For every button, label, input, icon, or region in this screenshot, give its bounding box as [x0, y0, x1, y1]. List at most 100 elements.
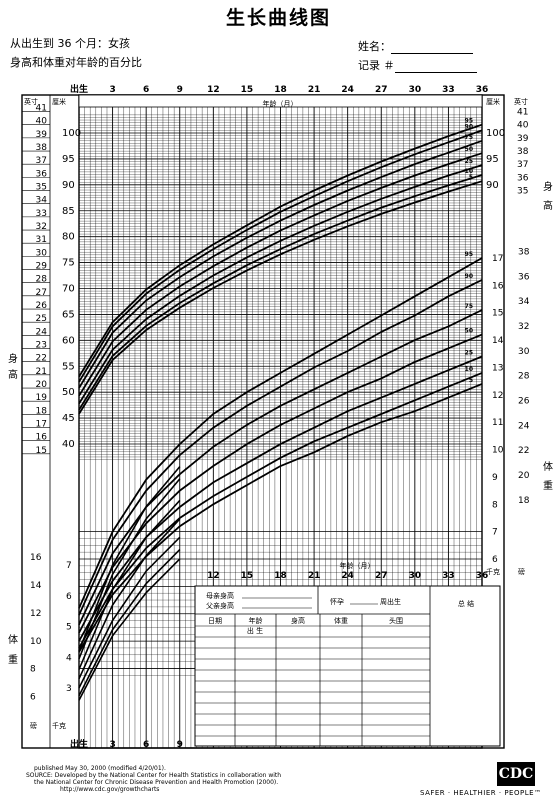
table-column-header: 身高 [291, 616, 305, 625]
gestation-label: 怀孕 [330, 597, 344, 606]
inch-tick-label: 25 [36, 314, 47, 324]
weight-low-curve-p75 [78, 499, 181, 670]
length-side-label: 高 [8, 368, 18, 381]
length-curve-p50 [78, 152, 483, 397]
age-tick-bottom: 18 [274, 571, 287, 581]
weight-low-curve-p95 [78, 466, 181, 652]
lb-tick-label-right: 22 [518, 446, 529, 456]
inch-tick-label: 22 [36, 354, 47, 364]
table-column-header: 日期 [208, 617, 222, 625]
age-header-band [78, 94, 483, 108]
age-tick-top: 6 [143, 85, 149, 95]
kg-tick-label-right: 12 [492, 391, 503, 401]
kg-tick-label: 4 [66, 653, 72, 663]
age-axis-title-bottom: 年龄（月） [340, 561, 375, 570]
cm-unit-label-right: 厘米 [486, 97, 500, 106]
inch-tick-label-right: 40 [517, 121, 529, 131]
cm-unit-label: 厘米 [52, 97, 66, 106]
lb-tick-label: 10 [30, 637, 42, 647]
inch-tick-label: 27 [36, 288, 47, 298]
inch-unit-label-right: 英寸 [514, 97, 528, 106]
table-column-header: 体重 [334, 616, 348, 625]
inch-tick-label: 34 [36, 196, 48, 206]
weight-low-curve-p5 [78, 558, 181, 701]
length-side-label: 身 [8, 352, 18, 365]
length-percentile-label: 90 [465, 123, 473, 130]
table-column-header: 年龄 [249, 616, 263, 625]
lb-unit-label-right: 磅 [518, 567, 525, 576]
lb-tick-label: 12 [30, 609, 41, 619]
age-tick-bottom: 3 [109, 740, 115, 750]
age-tick-bottom: 12 [207, 571, 220, 581]
cm-tick-label: 65 [62, 309, 75, 320]
inch-tick-label: 24 [36, 327, 48, 337]
name-field[interactable] [391, 43, 473, 54]
weight-low-curve-p25 [78, 536, 181, 689]
age-tick-bottom: 24 [341, 571, 354, 581]
lb-tick-label-right: 38 [518, 248, 530, 258]
inch-tick-label: 16 [36, 433, 48, 443]
chart-subtitle: 从出生到 36 个月：女孩 [10, 37, 130, 50]
footer-published: published May 30, 2000 (modified 4/20/01… [34, 765, 166, 772]
age-tick-top: 36 [476, 85, 489, 95]
inch-tick-label: 37 [36, 156, 47, 166]
inch-tick-label: 32 [36, 222, 47, 232]
mother-height-label: 母亲身高 [206, 591, 234, 600]
cm-tick-label: 100 [62, 128, 81, 139]
weight-side-label-right: 体 [543, 461, 553, 473]
lb-tick-label: 6 [30, 693, 36, 703]
kg-tick-label: 6 [66, 592, 72, 602]
weight-curve-p90 [78, 279, 483, 616]
kg-tick-label-right: 15 [492, 309, 503, 319]
length-curve-p75 [78, 139, 483, 389]
weight-percentile-label: 5 [469, 377, 473, 384]
page-title: 生长曲线图 [225, 7, 331, 29]
inch-tick-label-right: 35 [517, 187, 528, 197]
kg-tick-label-right: 11 [492, 418, 503, 428]
kg-tick-label: 5 [66, 623, 72, 633]
lb-tick-label: 14 [30, 581, 42, 591]
age-axis-title-top: 年龄（月） [263, 99, 298, 108]
footer-source: SOURCE: Developed by the National Center… [26, 772, 282, 779]
lb-tick-label-right: 30 [518, 347, 530, 357]
inch-tick-label: 40 [36, 117, 48, 127]
kg-unit-label: 千克 [52, 721, 66, 730]
age-tick-bottom: 15 [241, 571, 254, 581]
kg-tick-label-right: 10 [492, 446, 504, 456]
weight-curve-p95 [78, 257, 483, 609]
table-column-header: 头围 [389, 616, 403, 625]
kg-tick-label-right: 17 [492, 254, 503, 264]
weight-side-label-right: 重 [543, 479, 553, 492]
lb-tick-label-right: 18 [518, 496, 530, 506]
lb-tick-label: 16 [30, 553, 42, 563]
age-tick-bottom: 27 [375, 571, 388, 581]
length-side-label-right: 高 [543, 199, 553, 212]
record-field[interactable] [394, 62, 477, 73]
length-percentile-label: 50 [465, 146, 473, 153]
weight-low-curve-p10 [78, 549, 181, 697]
kg-tick-label-right: 14 [492, 336, 504, 346]
lb-tick-label-right: 36 [518, 272, 530, 282]
age-tick-bottom: 36 [476, 571, 489, 581]
lb-tick-label-right: 32 [518, 322, 529, 332]
kg-tick-label-right: 7 [492, 528, 498, 538]
footer-url[interactable]: http://www.cdc.gov/growthcharts [60, 786, 160, 793]
chart-subtitle-2: 身高和体重对年龄的百分比 [10, 56, 142, 69]
inch-tick-label: 21 [36, 367, 47, 377]
length-side-label-right: 身 [543, 180, 553, 193]
inch-tick-label-right: 37 [517, 160, 528, 170]
length-curve-p10 [78, 174, 483, 411]
cm-tick-label-right: 100 [486, 128, 505, 139]
cm-tick-label: 75 [62, 258, 75, 269]
inch-tick-label-right: 36 [517, 173, 529, 183]
inch-tick-label: 19 [36, 393, 48, 403]
inch-tick-label: 29 [36, 262, 48, 272]
kg-tick-label-right: 9 [492, 473, 498, 483]
comment-label: 总 结 [458, 599, 474, 608]
weight-low-curve-p90 [78, 478, 181, 660]
age-tick-top: 27 [375, 85, 388, 95]
inch-tick-label: 17 [36, 420, 47, 430]
length-percentile-label: 5 [469, 174, 473, 181]
inch-tick-label: 20 [36, 380, 48, 390]
age-tick-top: 9 [177, 85, 183, 95]
